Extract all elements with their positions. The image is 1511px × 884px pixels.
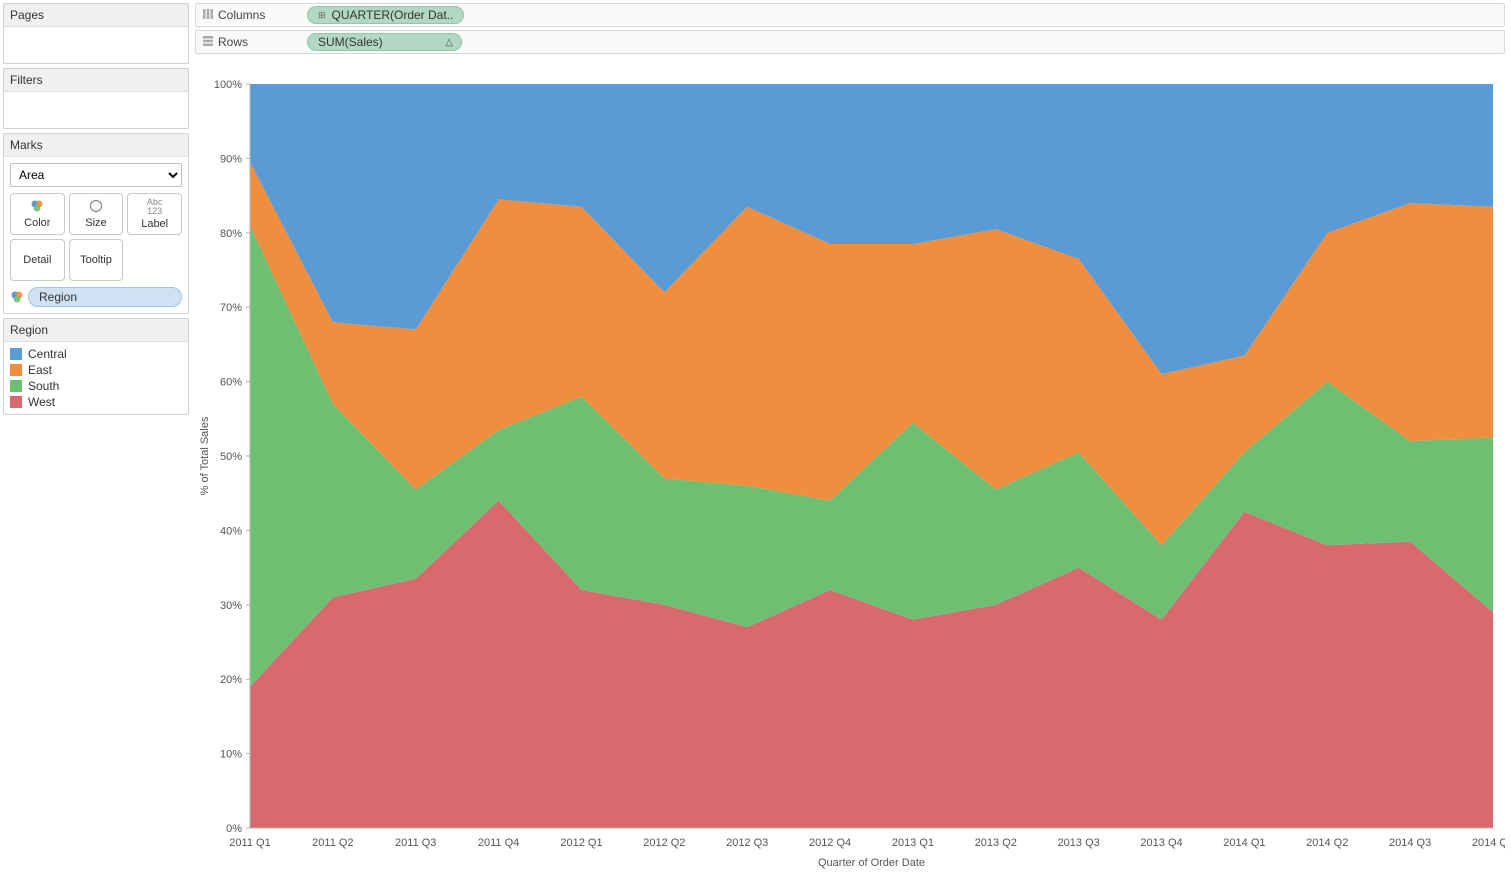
region-pill[interactable]: Region — [28, 287, 182, 307]
columns-icon — [202, 8, 214, 23]
svg-text:80%: 80% — [220, 228, 242, 240]
label-icon: Abc123 — [147, 198, 163, 216]
columns-label: Columns — [218, 8, 265, 22]
tooltip-button[interactable]: Tooltip — [69, 239, 124, 281]
legend-swatch — [10, 348, 22, 360]
svg-text:90%: 90% — [220, 153, 242, 165]
legend-item[interactable]: East — [10, 362, 182, 378]
svg-text:2012 Q2: 2012 Q2 — [643, 837, 685, 849]
columns-shelf[interactable]: Columns ⊞ QUARTER(Order Dat.. — [195, 3, 1505, 27]
legend-card: Region Central East South West — [3, 318, 189, 415]
marks-header: Marks — [4, 134, 188, 157]
svg-text:100%: 100% — [214, 79, 242, 91]
svg-text:60%: 60% — [220, 377, 242, 389]
size-icon — [89, 199, 103, 215]
expand-icon: ⊞ — [318, 10, 326, 21]
pages-card: Pages — [3, 3, 189, 64]
svg-text:40%: 40% — [220, 525, 242, 537]
mark-type-select[interactable]: Area — [10, 163, 182, 187]
color-icon — [30, 199, 44, 215]
legend-item[interactable]: Central — [10, 346, 182, 362]
svg-text:30%: 30% — [220, 600, 242, 612]
legend-label: East — [28, 363, 52, 377]
svg-text:2011 Q4: 2011 Q4 — [478, 837, 519, 849]
y-axis-title: % of Total Sales — [199, 416, 211, 495]
legend-item[interactable]: South — [10, 378, 182, 394]
legend-body: Central East South West — [4, 342, 188, 414]
svg-text:10%: 10% — [220, 749, 242, 761]
svg-text:2011 Q3: 2011 Q3 — [395, 837, 436, 849]
svg-text:2014 Q4: 2014 Q4 — [1472, 837, 1505, 849]
svg-text:2012 Q1: 2012 Q1 — [560, 837, 602, 849]
rows-shelf[interactable]: Rows SUM(Sales) △ — [195, 30, 1505, 54]
legend-swatch — [10, 396, 22, 408]
svg-text:2014 Q2: 2014 Q2 — [1306, 837, 1348, 849]
legend-label: Central — [28, 347, 67, 361]
svg-text:2012 Q3: 2012 Q3 — [726, 837, 768, 849]
svg-text:0%: 0% — [226, 823, 242, 835]
legend-label: South — [28, 379, 59, 393]
label-button[interactable]: Abc123 Label — [127, 193, 182, 235]
marks-color-pill-row[interactable]: Region — [10, 287, 182, 307]
columns-pill[interactable]: ⊞ QUARTER(Order Dat.. — [307, 6, 464, 24]
svg-text:2013 Q4: 2013 Q4 — [1140, 837, 1182, 849]
svg-text:70%: 70% — [220, 302, 242, 314]
marks-card: Marks Area Color Size — [3, 133, 189, 314]
color-button[interactable]: Color — [10, 193, 65, 235]
svg-text:20%: 20% — [220, 674, 242, 686]
legend-swatch — [10, 364, 22, 376]
legend-item[interactable]: West — [10, 394, 182, 410]
filters-header: Filters — [4, 69, 188, 92]
filters-card: Filters — [3, 68, 189, 129]
rows-label: Rows — [218, 35, 248, 49]
legend-swatch — [10, 380, 22, 392]
rows-icon — [202, 35, 214, 50]
legend-title: Region — [4, 319, 188, 342]
x-axis-title: Quarter of Order Date — [818, 857, 925, 869]
rows-pill[interactable]: SUM(Sales) △ — [307, 33, 462, 51]
pages-header: Pages — [4, 4, 188, 27]
chart-area: 0% 10% 20% 30% 40% 50% 60% 70% 80% 90% 100% 2011 Q1… — [195, 64, 1505, 878]
svg-text:2013 Q3: 2013 Q3 — [1058, 837, 1100, 849]
svg-text:50%: 50% — [220, 451, 242, 463]
svg-text:2014 Q3: 2014 Q3 — [1389, 837, 1431, 849]
legend-label: West — [28, 395, 55, 409]
svg-text:2014 Q1: 2014 Q1 — [1223, 837, 1265, 849]
svg-text:2013 Q2: 2013 Q2 — [975, 837, 1017, 849]
filters-body[interactable] — [4, 92, 188, 128]
svg-text:2011 Q2: 2011 Q2 — [312, 837, 353, 849]
pages-body[interactable] — [4, 27, 188, 63]
svg-text:2012 Q4: 2012 Q4 — [809, 837, 851, 849]
size-button[interactable]: Size — [69, 193, 124, 235]
delta-icon: △ — [445, 37, 453, 48]
svg-text:2011 Q1: 2011 Q1 — [229, 837, 270, 849]
color-indicator-icon — [10, 290, 24, 304]
detail-button[interactable]: Detail — [10, 239, 65, 281]
stacked-area-chart: 0% 10% 20% 30% 40% 50% 60% 70% 80% 90% 100% 2011 Q1… — [195, 64, 1505, 878]
svg-text:2013 Q1: 2013 Q1 — [892, 837, 934, 849]
